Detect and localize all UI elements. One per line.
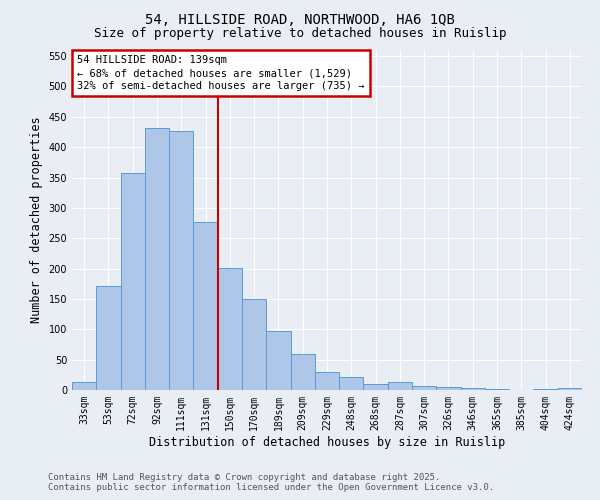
Text: 54 HILLSIDE ROAD: 139sqm
← 68% of detached houses are smaller (1,529)
32% of sem: 54 HILLSIDE ROAD: 139sqm ← 68% of detach… <box>77 55 364 92</box>
Bar <box>193 222 218 390</box>
Bar <box>461 388 485 390</box>
Text: Size of property relative to detached houses in Ruislip: Size of property relative to detached ho… <box>94 28 506 40</box>
Bar <box>266 330 290 390</box>
X-axis label: Distribution of detached houses by size in Ruislip: Distribution of detached houses by size … <box>149 436 505 448</box>
Bar <box>96 286 121 390</box>
Bar <box>290 354 315 390</box>
Bar <box>72 382 96 390</box>
Bar <box>121 174 145 390</box>
Bar <box>436 387 461 390</box>
Bar <box>218 268 242 390</box>
Bar <box>315 372 339 390</box>
Bar <box>339 376 364 390</box>
Bar <box>412 386 436 390</box>
Bar <box>364 384 388 390</box>
Y-axis label: Number of detached properties: Number of detached properties <box>30 116 43 324</box>
Text: Contains HM Land Registry data © Crown copyright and database right 2025.
Contai: Contains HM Land Registry data © Crown c… <box>48 473 494 492</box>
Bar <box>145 128 169 390</box>
Text: 54, HILLSIDE ROAD, NORTHWOOD, HA6 1QB: 54, HILLSIDE ROAD, NORTHWOOD, HA6 1QB <box>145 12 455 26</box>
Bar <box>169 130 193 390</box>
Bar <box>558 388 582 390</box>
Bar <box>242 299 266 390</box>
Bar <box>388 382 412 390</box>
